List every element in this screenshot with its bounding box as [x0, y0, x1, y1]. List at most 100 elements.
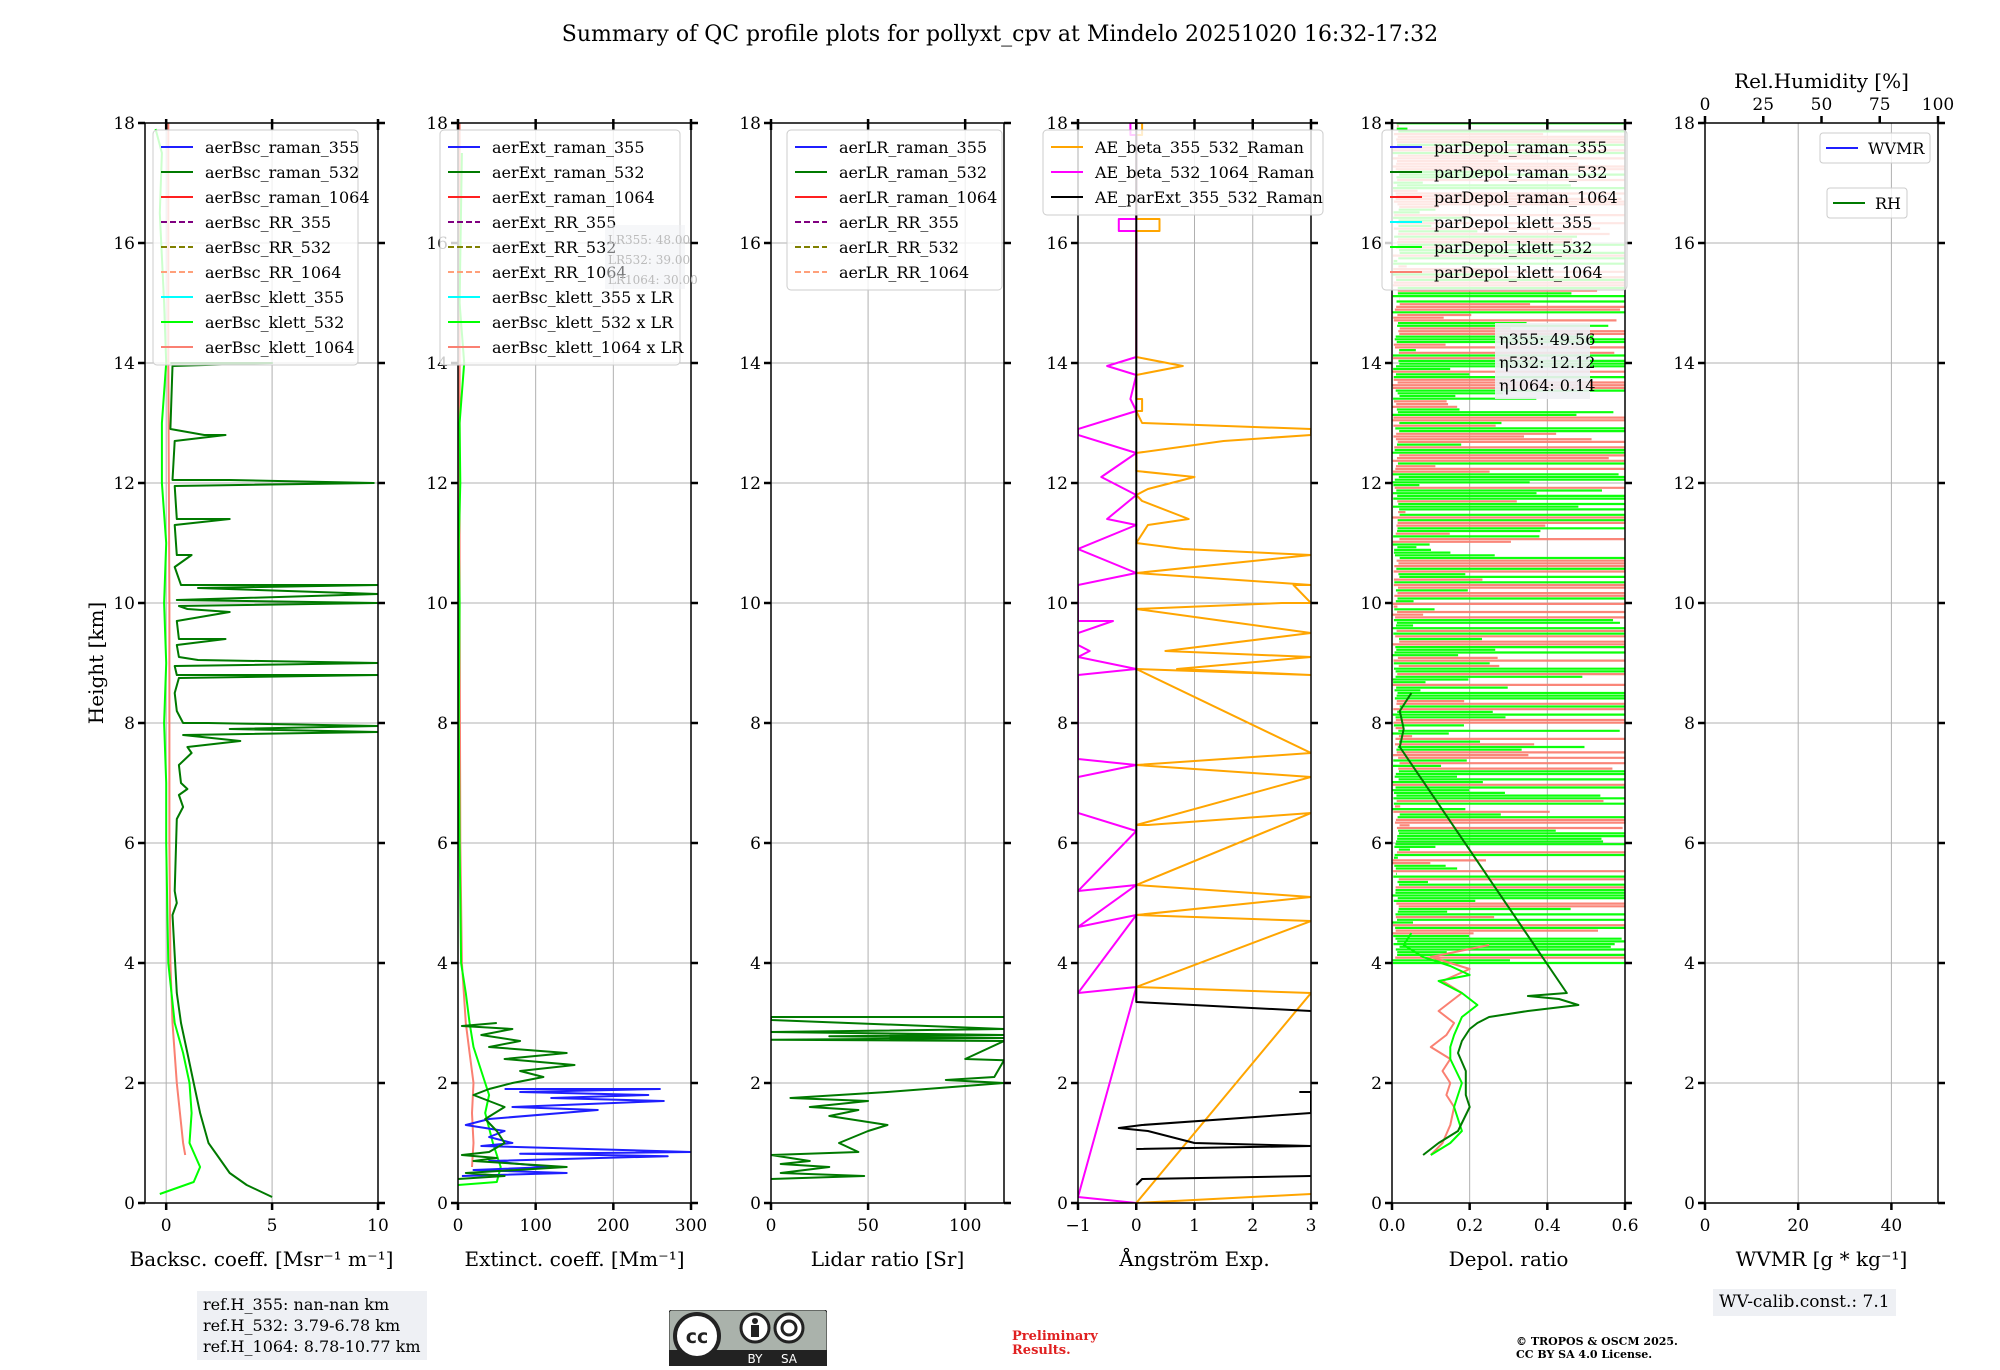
y-tick-label: 10 [426, 594, 448, 614]
x2-axis-label: Rel.Humidity [%] [1734, 69, 1909, 93]
panel-bsc: 0 5 10 0 2 4 6 8 10 12 14 16 18 Backsc. coeff. [Msr⁻¹… [84, 114, 393, 1271]
legend-label: aerLR_RR_1064 [839, 263, 969, 282]
legend-label: aerBsc_raman_1064 [205, 188, 370, 207]
panel-wv: 0 20 40 0 2 4 6 8 10 12 14 16 18 WVMR [g * kg⁻¹] 0 25 50… [1673, 69, 1954, 1271]
x-axis-label: Depol. ratio [1449, 1247, 1569, 1271]
y-tick-label: 18 [1046, 114, 1068, 134]
legend-label: parDepol_raman_1064 [1434, 188, 1618, 207]
plot-area-depol [1392, 123, 1625, 1156]
y-tick-label: 18 [739, 114, 761, 134]
legend-label: aerExt_raman_1064 [492, 188, 655, 207]
legend-box [1819, 132, 1931, 164]
legend-RH: RH [1826, 187, 1908, 219]
legend-label: aerExt_raman_355 [492, 138, 645, 157]
y-tick-label: 6 [437, 834, 448, 854]
series-aerLR_raman_532 [771, 1016, 1004, 1180]
y-tick-label: 14 [1673, 354, 1695, 374]
y-tick-label: 6 [1371, 834, 1382, 854]
x-tick-label: 3 [1306, 1216, 1317, 1236]
series-AE_parExt_355_532_Raman_low [1117, 1091, 1311, 1150]
legend-label: aerExt_RR_532 [492, 238, 616, 257]
y-tick-label: 10 [1673, 594, 1695, 614]
y-tick-label: 2 [750, 1074, 761, 1094]
svg-text:cc: cc [686, 1326, 709, 1348]
y-tick-label: 6 [124, 834, 135, 854]
legend-label: aerBsc_klett_532 [205, 313, 344, 332]
y-tick-label: 18 [1360, 114, 1382, 134]
x-tick-label: 0.4 [1534, 1216, 1561, 1236]
y-tick-label: 10 [113, 594, 135, 614]
cc-by-label: BY [748, 1352, 764, 1366]
legend-label: aerBsc_klett_1064 [205, 338, 354, 357]
x-axis-label: Extinct. coeff. [Mm⁻¹] [464, 1247, 684, 1271]
panel-depol: 0.0 0.2 0.4 0.6 0 2 4 6 8 10 12 14 16 18 Depol. ratio p… [1360, 114, 1638, 1271]
series-aerBsc_raman_532 [169, 362, 378, 1198]
x-axis-label: Ångström Exp. [1118, 1246, 1269, 1271]
y-tick-label: 6 [750, 834, 761, 854]
y-tick-label: 2 [1057, 1074, 1068, 1094]
x2-tick-label: 0 [1700, 95, 1711, 115]
legend-label: aerBsc_klett_355 x LR [492, 288, 674, 307]
cc-by-sa-logo: cc BY SA [668, 1309, 828, 1367]
legend-ae: AE_beta_355_532_Raman AE_beta_532_1064_Ra… [1042, 129, 1324, 216]
figure-title: Summary of QC profile plots for pollyxt_… [561, 22, 1439, 47]
attribution-icon [739, 1312, 771, 1344]
y-tick-label: 0 [1684, 1194, 1695, 1214]
y-tick-label: 8 [1371, 714, 1382, 734]
x-tick-label: 0 [1700, 1216, 1711, 1236]
x-tick-label: 0 [161, 1216, 172, 1236]
legend-box [1826, 187, 1908, 219]
y-tick-label: 18 [113, 114, 135, 134]
plot-area-ae [1078, 123, 1311, 1203]
preliminary-line-1: Preliminary [1012, 1329, 1098, 1344]
y-tick-label: 12 [1046, 474, 1068, 494]
eta-annotation: η532: 12.12 [1499, 353, 1595, 372]
legend-label: RH [1875, 194, 1901, 213]
panel-lr: 0 50 100 0 2 4 6 8 10 12 14 16 18 Lidar ratio [Sr] aer… [739, 114, 1011, 1271]
wv-calib-box: WV-calib.const.: 7.1 [1713, 1289, 1896, 1316]
copyright-line-2: CC BY SA 4.0 License. [1516, 1348, 1653, 1361]
series-AE_parExt_355_532_Raman [1135, 123, 1311, 1012]
x-tick-label: 100 [949, 1216, 981, 1236]
plot-area-lr [771, 1016, 1004, 1180]
series-aerExt_raman_532 [458, 1022, 576, 1180]
y-tick-label: 8 [750, 714, 761, 734]
legend-label: parDepol_klett_355 [1434, 213, 1592, 232]
y-tick-label: 8 [124, 714, 135, 734]
y-tick-label: 4 [1371, 954, 1382, 974]
refh-1064: ref.H_1064: 8.78-10.77 km [203, 1337, 421, 1356]
series-parDepol_klett_1064 [1429, 944, 1490, 1156]
y-tick-label: 10 [1360, 594, 1382, 614]
legend-label: AE_beta_355_532_Raman [1094, 138, 1304, 157]
y-tick-label: 8 [1057, 714, 1068, 734]
legend-label: WVMR [1868, 139, 1925, 158]
y-tick-label: 4 [1057, 954, 1068, 974]
share-alike-icon [773, 1312, 805, 1344]
legend-label: parDepol_raman_532 [1434, 163, 1607, 182]
y-tick-label: 0 [1371, 1194, 1382, 1214]
legend-label: parDepol_klett_1064 [1434, 263, 1603, 282]
y-tick-label: 8 [1684, 714, 1695, 734]
y-tick-label: 0 [1057, 1194, 1068, 1214]
series-aerBsc_klett_1064 x LR [458, 123, 475, 1168]
y-tick-label: 4 [1684, 954, 1695, 974]
legend-box [1042, 129, 1324, 216]
copyright-line-1: © TROPOS & OSCM 2025. [1516, 1335, 1678, 1348]
y-tick-label: 2 [437, 1074, 448, 1094]
y-tick-label: 0 [124, 1194, 135, 1214]
series-aerBsc_klett_1064 [167, 123, 187, 1156]
y-tick-label: 12 [1360, 474, 1382, 494]
x2-tick-label: 100 [1922, 95, 1954, 115]
lr-annotation: LR1064: 30.00 [608, 273, 698, 287]
y-tick-label: 6 [1057, 834, 1068, 854]
y-tick-label: 14 [113, 354, 135, 374]
y-tick-label: 12 [426, 474, 448, 494]
annotation-ext: LR355: 48.00 LR532: 39.00 LR1064: 30.00 [605, 225, 698, 289]
y-tick-label: 14 [739, 354, 761, 374]
legend-label: aerLR_raman_355 [839, 138, 987, 157]
x-axis-label: Backsc. coeff. [Msr⁻¹ m⁻¹] [130, 1247, 394, 1271]
x-tick-label: 300 [675, 1216, 707, 1236]
annotation-depol: η355: 49.56 η532: 12.12 η1064: 0.14 [1495, 323, 1595, 399]
